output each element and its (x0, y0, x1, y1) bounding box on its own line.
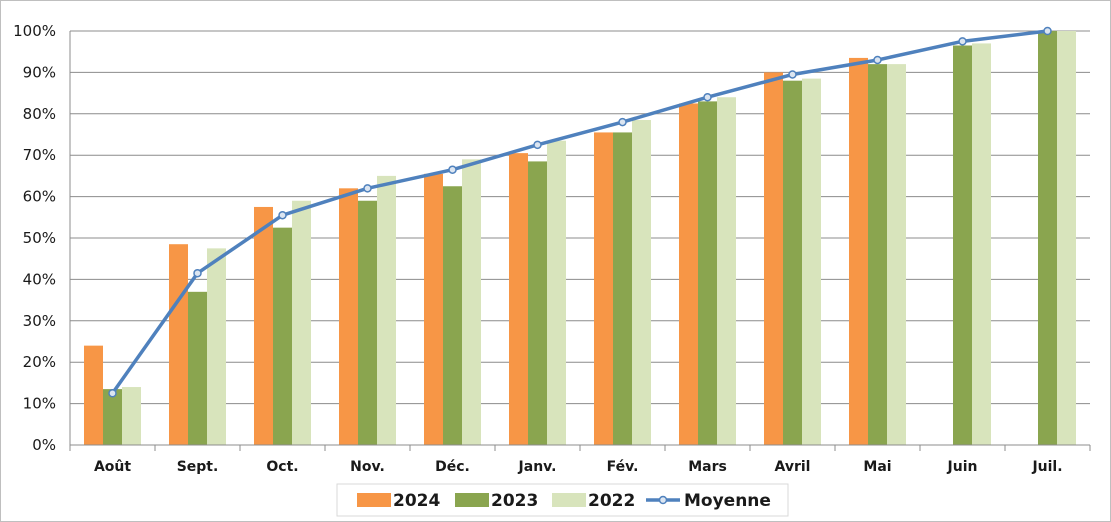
bar-2022 (122, 387, 141, 445)
bar-2023 (188, 291, 207, 445)
bar-2023 (613, 132, 632, 445)
bar-2024 (424, 173, 443, 445)
bar-2022 (887, 64, 906, 446)
bar-2024 (849, 57, 868, 445)
y-tick-label: 0% (32, 436, 56, 454)
y-tick-label: 60% (23, 188, 56, 206)
gridlines (70, 30, 1090, 405)
x-tick-label: Août (94, 459, 131, 475)
point-Moyenne (108, 389, 117, 398)
bar-2023 (443, 186, 462, 445)
bar-2023 (953, 45, 972, 446)
bar-2023 (783, 80, 802, 446)
y-tick-label: 90% (23, 63, 56, 81)
bar-2023 (103, 389, 122, 445)
y-tick-label: 100% (13, 22, 56, 40)
point-Moyenne (873, 55, 882, 65)
bar-2022 (1057, 31, 1076, 445)
x-tick-label: Avril (775, 459, 811, 475)
point-Moyenne (193, 268, 202, 278)
bar-2022 (717, 97, 736, 446)
axes (69, 31, 1091, 451)
legend-swatch-2022 (552, 493, 586, 507)
bar-2024 (679, 103, 698, 445)
x-tick-label: Déc. (435, 459, 470, 475)
bar-2024 (339, 188, 358, 445)
point-Moyenne (703, 92, 712, 102)
y-tick-label: 50% (23, 229, 56, 247)
bar-2023 (698, 101, 717, 445)
x-tick-label: Janv. (518, 459, 557, 475)
legend-label: 2023 (491, 491, 538, 511)
x-tick-label: Sept. (177, 459, 219, 475)
bar-2023 (358, 200, 377, 445)
point-Moyenne (788, 70, 797, 79)
line-Moyenne (110, 29, 1050, 395)
bar-2024 (84, 345, 103, 445)
bar-2022 (547, 140, 566, 445)
y-tick-label: 70% (23, 146, 56, 164)
legend-label: 2022 (588, 491, 635, 511)
point-Moyenne (363, 184, 372, 193)
x-tick-label: Fév. (607, 459, 639, 475)
bar-2023 (273, 227, 292, 445)
x-tick-label: Mai (863, 459, 891, 475)
bar-2022 (377, 175, 396, 445)
bar-2024 (764, 72, 783, 446)
point-Moyenne (448, 165, 457, 174)
bar-2022 (632, 120, 651, 445)
bar-2023 (868, 64, 887, 446)
legend: 2024 2023 2022 Moyenne (336, 483, 789, 517)
x-tick-label: Juin (947, 459, 978, 475)
bar-2023 (528, 161, 547, 445)
legend-swatch-2023 (455, 493, 489, 507)
bar-2024 (254, 206, 273, 445)
point-Moyenne (1043, 26, 1052, 36)
bar-2022 (802, 78, 821, 446)
x-tick-label: Mars (688, 459, 727, 475)
y-tick-label: 10% (23, 395, 56, 413)
y-tick-label: 20% (23, 353, 56, 371)
y-tick-label: 40% (23, 270, 56, 288)
point-Moyenne (618, 117, 627, 127)
bar-2022 (972, 43, 991, 446)
legend-marker-Moyenne (658, 495, 668, 505)
bar-2022 (462, 159, 481, 445)
bar-2022 (292, 200, 311, 445)
legend-label: Moyenne (684, 491, 771, 511)
legend-label: 2024 (393, 491, 440, 511)
x-tick-labels: Août Sept. Oct. Nov. Déc. Janv. Fév. Mars Avril M… (94, 459, 1063, 475)
bar-2024 (509, 153, 528, 445)
average-line (108, 26, 1052, 398)
legend-swatch-2024 (357, 493, 391, 507)
bar-2023 (1038, 31, 1057, 445)
x-tick-label: Juil. (1031, 459, 1062, 475)
y-tick-label: 80% (23, 105, 56, 123)
point-Moyenne (533, 140, 542, 150)
x-tick-label: Oct. (266, 459, 298, 475)
y-tick-label: 30% (23, 312, 56, 330)
point-Moyenne (958, 37, 967, 46)
bar-2022 (207, 248, 226, 445)
point-Moyenne (278, 210, 287, 220)
x-tick-label: Nov. (350, 459, 385, 475)
bars (84, 31, 1076, 446)
bar-2024 (594, 132, 613, 445)
bar-2024 (169, 244, 188, 445)
y-tick-labels: 0% 10% 20% 30% 40% 50% 60% 70% 80% 90% 100% (13, 22, 56, 454)
